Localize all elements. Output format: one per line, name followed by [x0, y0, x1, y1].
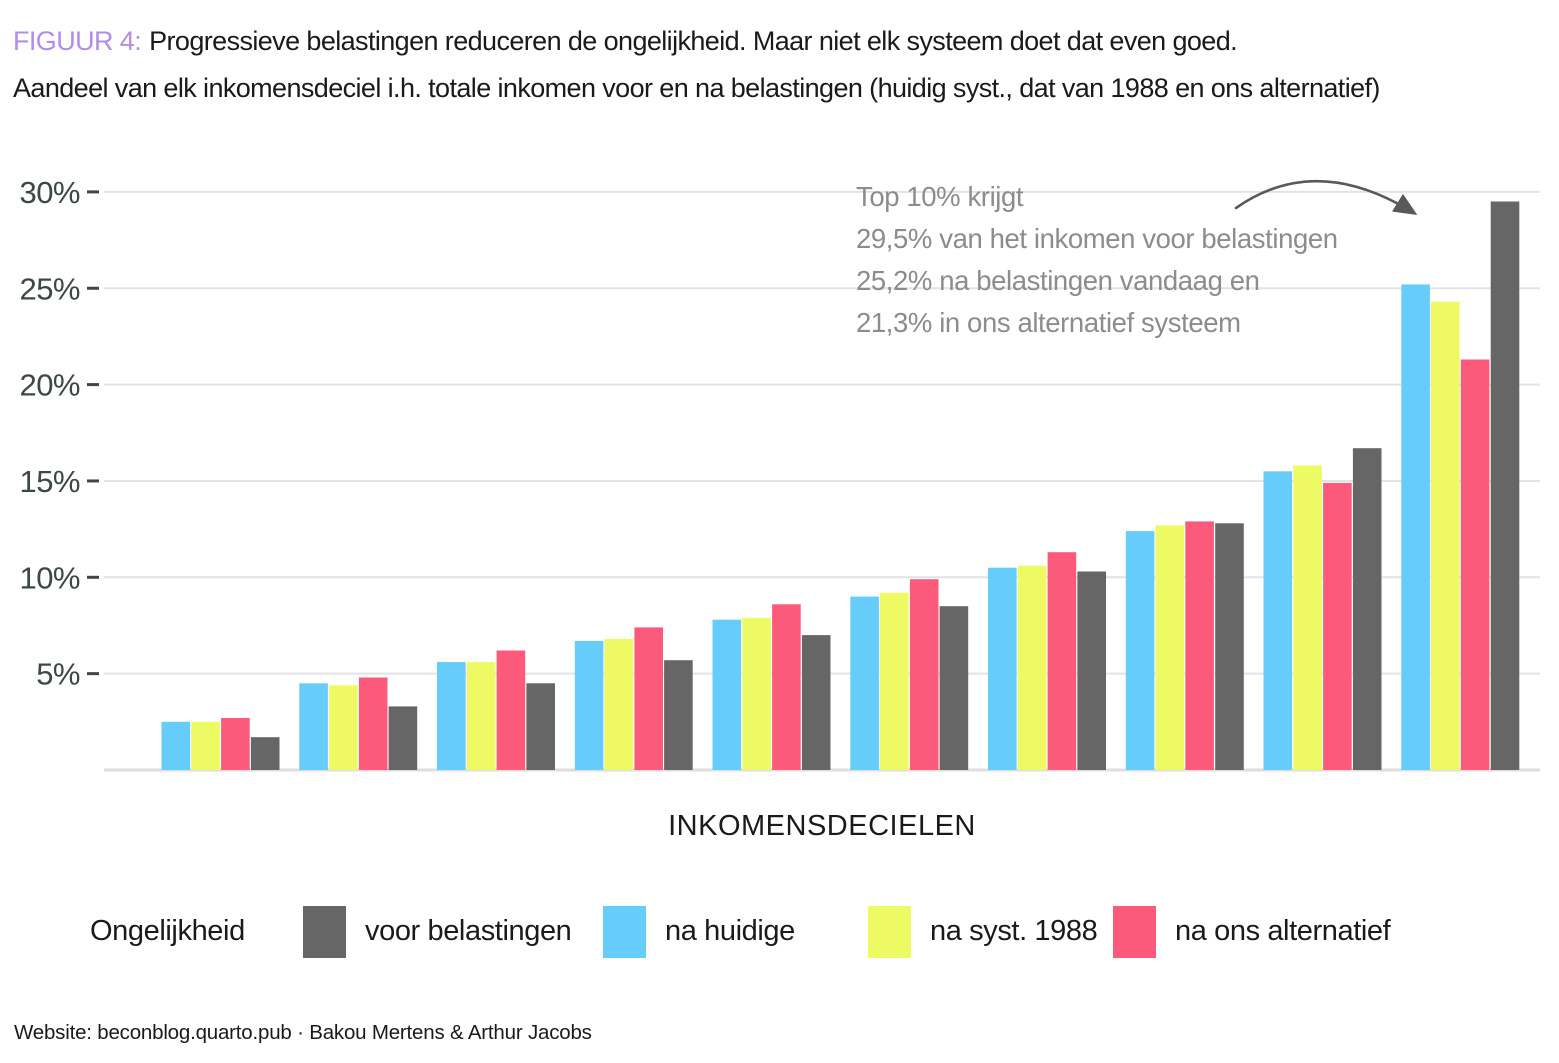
annotation-arrow-icon [1234, 179, 1418, 216]
figure-title: FIGUUR 4: Progressieve belastingen reduce… [13, 26, 1238, 57]
bar-na-ons-alternatief-deciel-2 [358, 677, 388, 770]
bar-voor-belastingen-deciel-3 [526, 683, 555, 770]
bar-na-huidige-deciel-2 [299, 683, 328, 770]
y-tick-label: 10% [19, 560, 80, 595]
x-axis-label: INKOMENSDECIELEN [668, 810, 976, 842]
bar-na-ons-alternatief-deciel-3 [496, 650, 526, 770]
bar-na-huidige-deciel-10 [1401, 284, 1430, 770]
bar-voor-belastingen-deciel-1 [250, 737, 280, 770]
bar-na-syst-1988-deciel-9 [1293, 465, 1322, 770]
legend-swatch-voor-belastingen [303, 906, 346, 958]
legend-label: voor belastingen [365, 915, 572, 947]
y-tick-label: 25% [19, 271, 80, 306]
bar-na-ons-alternatief-deciel-7 [1047, 552, 1077, 770]
legend-title: Ongelijkheid [90, 915, 245, 947]
bar-voor-belastingen-deciel-9 [1352, 448, 1382, 770]
bar-voor-belastingen-deciel-7 [1077, 571, 1106, 770]
annotation-line: 21,3% in ons alternatief systeem [856, 307, 1241, 338]
annotation-line: 25,2% na belastingen vandaag en [856, 265, 1260, 296]
bar-na-syst-1988-deciel-4 [604, 639, 634, 770]
bar-na-ons-alternatief-deciel-10 [1460, 359, 1490, 770]
legend-label: na syst. 1988 [930, 915, 1098, 947]
title-text: Progressieve belastingen reduceren de on… [149, 26, 1238, 56]
bar-na-syst-1988-deciel-7 [1017, 565, 1047, 770]
legend-swatch-na-ons-alternatief [1113, 906, 1156, 958]
legend-swatch-na-syst-1988 [868, 906, 911, 958]
bar-na-ons-alternatief-deciel-1 [221, 718, 250, 770]
legend: Ongelijkheid voor belastingen na huidige… [0, 905, 1559, 959]
legend-label: na ons alternatief [1175, 915, 1391, 947]
bar-na-ons-alternatief-deciel-4 [634, 627, 663, 770]
bar-na-ons-alternatief-deciel-6 [909, 579, 939, 770]
figure-subtitle: Aandeel van elk inkomensdeciel i.h. tota… [13, 73, 1380, 103]
bar-na-syst-1988-deciel-2 [329, 685, 358, 770]
bar-na-huidige-deciel-8 [1125, 531, 1155, 770]
y-tick-label: 30% [19, 175, 80, 210]
y-tick-label: 20% [19, 368, 80, 403]
bar-na-syst-1988-deciel-5 [742, 617, 771, 770]
y-tick-label: 15% [19, 464, 80, 499]
annotation-line: 29,5% van het inkomen voor belastingen [856, 223, 1338, 254]
bar-voor-belastingen-deciel-2 [388, 706, 418, 770]
annotation-line: Top 10% krijgt [856, 181, 1024, 212]
bar-na-huidige-deciel-9 [1263, 471, 1293, 770]
bar-voor-belastingen-deciel-8 [1215, 523, 1244, 770]
bar-na-syst-1988-deciel-3 [466, 662, 496, 770]
figure-label: FIGUUR 4: [13, 26, 142, 56]
bar-na-syst-1988-deciel-1 [191, 721, 220, 770]
bar-voor-belastingen-deciel-10 [1490, 201, 1520, 770]
bar-na-ons-alternatief-deciel-8 [1185, 521, 1214, 770]
bar-na-syst-1988-deciel-6 [880, 592, 909, 770]
bar-na-huidige-deciel-4 [574, 640, 604, 770]
bar-na-ons-alternatief-deciel-9 [1323, 482, 1352, 770]
legend-label: na huidige [665, 915, 795, 947]
bar-na-ons-alternatief-deciel-5 [772, 604, 801, 770]
bar-voor-belastingen-deciel-5 [801, 635, 831, 770]
bar-na-huidige-deciel-3 [437, 662, 466, 770]
bar-na-huidige-deciel-1 [161, 721, 191, 770]
footer-credit: Website: beconblog.quarto.pub · Bakou Me… [14, 1021, 592, 1044]
annotation: Top 10% krijgt 29,5% van het inkomen voo… [856, 176, 1338, 344]
legend-swatch-na-huidige [603, 906, 646, 958]
bar-voor-belastingen-deciel-6 [939, 606, 969, 770]
bar-voor-belastingen-deciel-4 [664, 660, 693, 770]
bar-na-huidige-deciel-6 [850, 596, 879, 770]
bar-na-huidige-deciel-7 [988, 567, 1017, 770]
bar-na-syst-1988-deciel-10 [1431, 301, 1460, 770]
y-tick-label: 5% [36, 657, 80, 692]
bar-na-huidige-deciel-5 [712, 619, 742, 770]
bar-na-syst-1988-deciel-8 [1155, 525, 1185, 770]
